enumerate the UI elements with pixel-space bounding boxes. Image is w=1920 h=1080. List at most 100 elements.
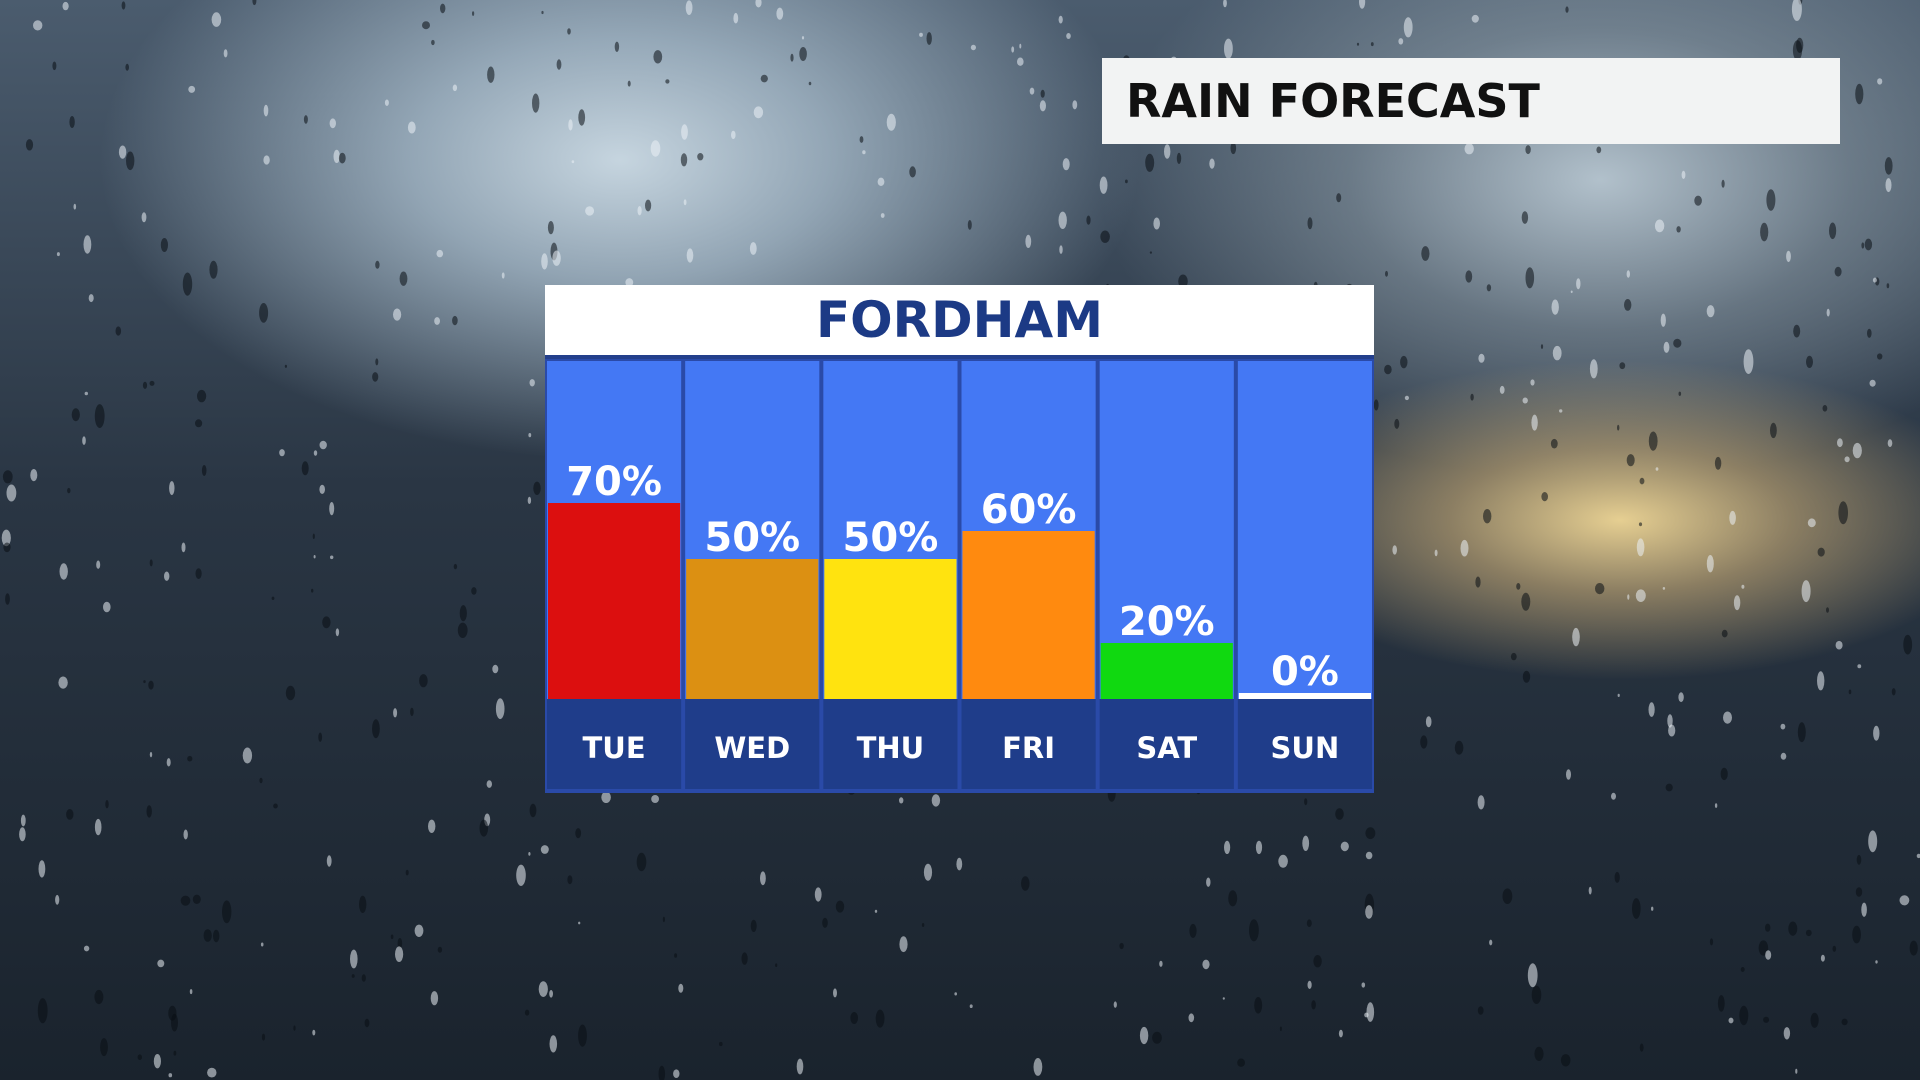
raindrop	[835, 900, 845, 913]
raindrop	[1795, 1068, 1798, 1074]
raindrop	[1663, 341, 1670, 353]
raindrop	[20, 814, 26, 827]
raindrop	[1086, 215, 1091, 225]
raindrop	[1788, 921, 1798, 936]
raindrop	[182, 272, 193, 296]
raindrop	[118, 145, 127, 159]
raindrop	[301, 461, 309, 476]
raindrop	[674, 953, 678, 958]
raindrop	[501, 272, 505, 279]
raindrop	[303, 115, 308, 124]
raindrop	[1033, 1058, 1043, 1076]
raindrop	[189, 989, 193, 995]
raindrop	[1801, 580, 1811, 603]
raindrop	[59, 563, 68, 580]
raindrop	[1566, 769, 1571, 780]
raindrop	[1335, 808, 1344, 820]
raindrop	[364, 1018, 370, 1028]
raindrop	[880, 213, 885, 218]
raindrop	[1721, 179, 1725, 188]
raindrop	[1817, 671, 1825, 691]
raindrop	[431, 39, 435, 46]
raindrop	[1635, 589, 1646, 602]
raindrop	[1540, 344, 1544, 349]
raindrop	[877, 177, 885, 186]
raindrop	[524, 1009, 530, 1016]
raindrop	[452, 84, 458, 92]
raindrop	[1595, 583, 1605, 595]
raindrop	[313, 555, 316, 559]
raindrop	[329, 118, 336, 129]
raindrop	[1189, 923, 1197, 938]
raindrop	[1202, 959, 1210, 970]
raindrop	[1810, 1012, 1819, 1028]
raindrop	[1838, 501, 1848, 525]
raindrop	[673, 1069, 680, 1078]
raindrop	[1072, 100, 1078, 110]
raindrop	[1909, 940, 1918, 956]
raindrop	[319, 484, 326, 494]
raindrop	[571, 160, 575, 164]
raindrop	[1709, 938, 1714, 946]
raindrop	[375, 260, 380, 269]
raindrop	[1364, 1012, 1369, 1018]
raindrop	[5, 593, 10, 605]
raindrop	[1209, 158, 1215, 169]
raindrop	[549, 990, 553, 998]
raindrop	[1525, 267, 1535, 289]
raindrop	[1720, 767, 1728, 781]
raindrop	[680, 153, 688, 167]
raindrop	[1465, 270, 1473, 283]
raindrop	[909, 166, 916, 178]
raindrop	[601, 791, 611, 803]
raindrop	[160, 238, 168, 252]
raindrop	[578, 1024, 587, 1047]
value-label-fri: 60%	[981, 487, 1077, 533]
raindrop	[1739, 1005, 1749, 1026]
day-strip-sun	[1237, 699, 1372, 789]
raindrop	[662, 916, 666, 923]
raindrop	[899, 936, 908, 953]
raindrop	[731, 130, 736, 140]
raindrop	[1398, 38, 1404, 45]
raindrop	[578, 921, 581, 925]
raindrop	[351, 974, 355, 978]
raindrop	[775, 963, 778, 967]
raindrop	[681, 124, 688, 140]
raindrop	[1017, 57, 1024, 66]
raindrop	[1145, 153, 1155, 172]
raindrop	[1873, 725, 1880, 741]
raindrop	[1596, 146, 1602, 154]
raindrop	[1614, 871, 1620, 883]
raindrop	[318, 732, 323, 742]
raindrop	[322, 616, 331, 629]
raindrop	[1588, 886, 1592, 895]
raindrop	[440, 3, 446, 14]
raindrop	[1521, 592, 1531, 611]
raindrop	[1359, 0, 1366, 9]
raindrop	[528, 852, 531, 856]
raindrop	[213, 929, 220, 943]
banner-title: RAIN FORECAST	[1126, 74, 1540, 128]
raindrop	[83, 235, 92, 254]
raindrop	[1400, 355, 1408, 369]
raindrop	[625, 278, 634, 287]
raindrop	[67, 487, 71, 494]
raindrop	[180, 895, 191, 906]
raindrop	[1477, 1006, 1484, 1015]
raindrop	[1039, 100, 1046, 112]
raindrop	[471, 587, 477, 595]
raindrop	[1891, 688, 1896, 696]
bar-thu	[824, 559, 957, 699]
day-strip-thu	[823, 699, 958, 789]
raindrop	[222, 900, 232, 924]
raindrop	[799, 47, 807, 61]
raindrop	[1421, 246, 1430, 261]
raindrop	[168, 1005, 177, 1021]
raindrop	[1665, 783, 1673, 792]
raindrop	[1844, 456, 1850, 463]
raindrop	[1576, 278, 1581, 290]
raindrop	[195, 419, 203, 428]
raindrop	[1832, 945, 1837, 952]
raindrop	[683, 199, 687, 206]
